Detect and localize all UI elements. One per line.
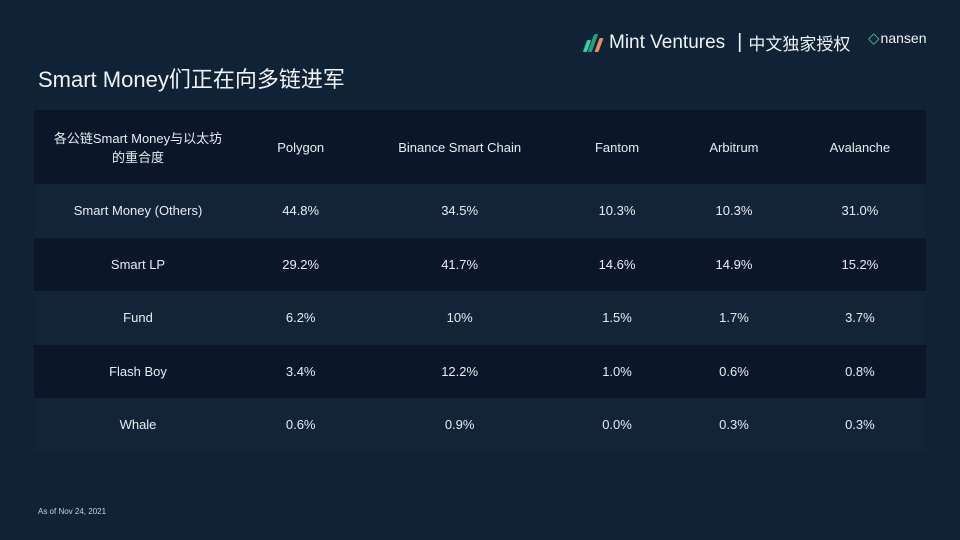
table-cell: 6.2% — [285, 310, 316, 326]
table-cell: 10.3% — [715, 203, 753, 219]
mint-ventures-logo: Mint Ventures | 中文独家授权 — [582, 30, 851, 55]
brand-separator: | — [737, 31, 743, 53]
table-cell: 31.0% — [841, 203, 879, 219]
table-cell: 14.9% — [715, 256, 753, 272]
table-cell: 0.3% — [845, 417, 875, 433]
table-cell: 0.9% — [444, 417, 475, 433]
overlap-table: 各公链Smart Money与以太坊的重合度 Polygon Binance Sma… — [34, 110, 926, 452]
column-header: Binance Smart Chain — [398, 139, 522, 155]
table-cell: 1.5% — [602, 310, 632, 326]
row-label: Whale — [119, 417, 157, 433]
column-header: Arbitrum — [709, 139, 759, 155]
column-header: Avalanche — [829, 139, 891, 155]
brand-tagline: 中文独家授权 — [748, 35, 851, 54]
table-cell: 34.5% — [441, 203, 479, 219]
table-cell: 3.7% — [845, 310, 875, 326]
table-cell: 10.3% — [598, 203, 636, 219]
page-title: Smart Money们正在向多链进军 — [38, 67, 345, 92]
mint-ventures-icon — [582, 33, 604, 52]
table-cell: 10% — [446, 310, 473, 326]
table-cell: 0.6% — [719, 363, 749, 379]
nansen-diamond-icon: ◇ — [868, 30, 880, 47]
footer-date: As of Nov 24, 2021 — [38, 507, 107, 516]
row-label: Fund — [123, 310, 153, 326]
table-cell: 0.6% — [285, 417, 316, 433]
table-cell: 0.0% — [602, 417, 632, 433]
table-cell: 0.8% — [845, 363, 875, 379]
column-header: 各公链Smart Money与以太坊的重合度 — [53, 131, 223, 165]
table-cell: 29.2% — [282, 256, 320, 272]
brand-name: Mint Ventures — [609, 31, 726, 53]
table-row: Flash Boy 3.4% 12.2% 1.0% 0.6% 0.8% — [34, 344, 926, 398]
row-label: Smart LP — [110, 256, 166, 272]
table-cell: 15.2% — [841, 256, 879, 272]
column-header: Fantom — [594, 139, 640, 155]
table-cell: 0.3% — [719, 417, 749, 433]
table-cell: 1.0% — [602, 363, 632, 379]
table-cell: 1.7% — [719, 310, 749, 326]
table-row: Smart Money (Others) 44.8% 34.5% 10.3% 10.3%… — [34, 184, 926, 238]
table-row: Fund 6.2% 10% 1.5% 1.7% 3.7% — [34, 291, 926, 345]
table-cell: 12.2% — [441, 363, 479, 379]
row-label: Smart Money (Others) — [73, 203, 203, 219]
table-cell: 14.6% — [598, 256, 636, 272]
column-header: Polygon — [277, 139, 325, 155]
partner-name: nansen — [880, 30, 927, 46]
row-label: Flash Boy — [109, 363, 167, 379]
nansen-logo: ◇ nansen — [868, 30, 926, 46]
table-row: Whale 0.6% 0.9% 0.0% 0.3% 0.3% — [34, 398, 926, 452]
table-header-row: 各公链Smart Money与以太坊的重合度 Polygon Binance Sma… — [34, 110, 926, 184]
table-cell: 41.7% — [441, 256, 479, 272]
table-cell: 44.8% — [282, 203, 320, 219]
table-cell: 3.4% — [285, 363, 316, 379]
table-row: Smart LP 29.2% 41.7% 14.6% 14.9% 15.2% — [34, 237, 926, 291]
